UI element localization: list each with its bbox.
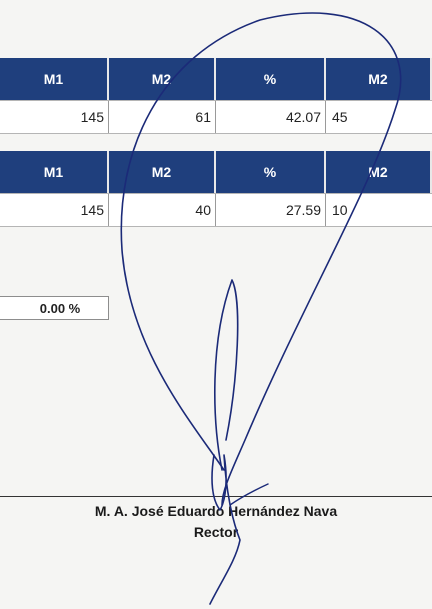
header-cell-m1: M1: [0, 151, 109, 193]
header-cell-percent: %: [216, 151, 326, 193]
cell-percent: 27.59: [216, 194, 326, 226]
cell-m2-b: 10: [332, 202, 348, 218]
header-cell-m2-b: M2: [326, 58, 432, 100]
results-table-1: M1 M2 % M2 145 61 42.07 45: [0, 58, 432, 134]
signature-line: [0, 496, 432, 497]
cell-m2: 40: [109, 194, 216, 226]
percent-total-box: 0.00 %: [0, 296, 109, 320]
header-cell-percent: %: [216, 58, 326, 100]
cell-m2-b: 45: [332, 109, 348, 125]
results-table-2: M1 M2 % M2 145 40 27.59 10: [0, 151, 432, 227]
signatory-title: Rector: [193, 524, 239, 540]
table-row: 145 61 42.07 45: [0, 100, 432, 134]
header-cell-m2: M2: [109, 58, 216, 100]
header-cell-m1: M1: [0, 58, 109, 100]
signatory-name: M. A. José Eduardo Hernández Nava: [94, 503, 338, 519]
table-header-row: M1 M2 % M2: [0, 58, 432, 100]
cell-m2: 61: [109, 101, 216, 133]
cell-percent: 42.07: [216, 101, 326, 133]
header-cell-m2-b: M2: [326, 151, 432, 193]
cell-m1: 145: [0, 194, 109, 226]
cell-m1: 145: [0, 101, 109, 133]
table-header-row: M1 M2 % M2: [0, 151, 432, 193]
table-row: 145 40 27.59 10: [0, 193, 432, 227]
header-cell-m2: M2: [109, 151, 216, 193]
